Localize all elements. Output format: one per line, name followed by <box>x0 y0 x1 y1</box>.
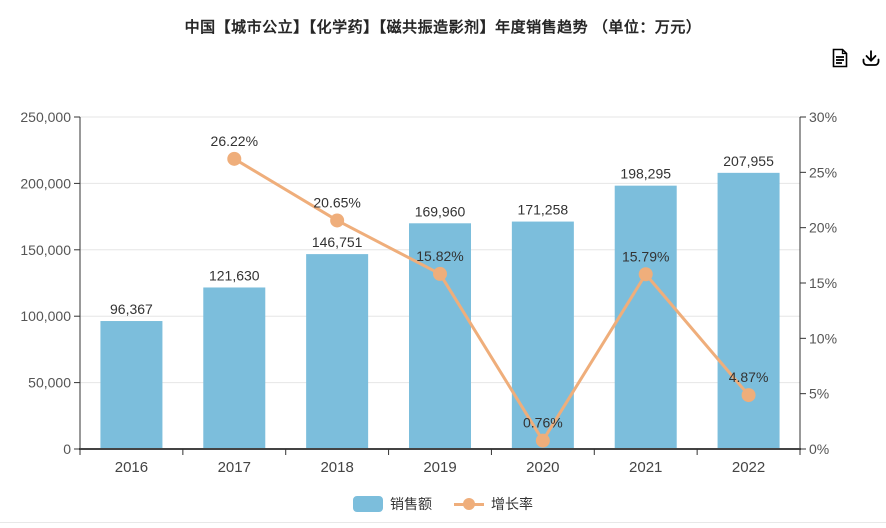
bar-value-label-2020: 171,258 <box>518 202 569 218</box>
download-icon-glyph <box>862 50 880 66</box>
download-icon[interactable] <box>860 46 882 70</box>
report-icon-glyph <box>832 48 848 68</box>
bar-series-swatch <box>353 496 383 512</box>
left-axis-label: 200,000 <box>20 175 71 191</box>
growth-point-2020[interactable] <box>535 433 550 448</box>
x-axis-label-2020: 2020 <box>526 459 559 476</box>
bottom-separator <box>0 522 886 523</box>
header-toolbar <box>829 46 882 70</box>
legend-item-growth[interactable]: 增长率 <box>454 494 533 514</box>
report-icon[interactable] <box>829 46 851 70</box>
bar-2018[interactable] <box>306 254 369 449</box>
growth-point-2019[interactable] <box>433 266 447 281</box>
left-axis-label: 250,000 <box>20 109 71 125</box>
bar-2022[interactable] <box>717 172 780 449</box>
right-axis-label: 15% <box>809 275 837 291</box>
bar-value-label-2017: 121,630 <box>209 267 260 283</box>
x-axis-label-2016: 2016 <box>115 459 148 476</box>
growth-label-2017: 26.22% <box>211 133 258 149</box>
x-axis-label-2017: 2017 <box>218 459 251 476</box>
bar-value-label-2019: 169,960 <box>415 203 466 219</box>
bar-2020[interactable] <box>511 221 574 449</box>
bar-value-label-2016: 96,367 <box>110 301 153 317</box>
bar-2016[interactable] <box>100 321 163 449</box>
line-swatch-dot <box>463 498 475 510</box>
growth-point-2022[interactable] <box>741 388 756 403</box>
growth-label-2022: 4.87% <box>729 369 769 385</box>
legend-label-sales: 销售额 <box>390 496 432 512</box>
bar-2019[interactable] <box>409 223 471 449</box>
chart-legend: 销售额 增长率 <box>0 494 886 514</box>
x-axis-label-2021: 2021 <box>629 459 662 476</box>
bar-2021[interactable] <box>614 185 677 449</box>
growth-line <box>233 157 750 443</box>
left-axis-label: 50,000 <box>28 375 71 391</box>
x-axis-label-2018: 2018 <box>320 459 353 476</box>
left-axis-label: 100,000 <box>20 308 71 324</box>
right-axis-label: 20% <box>809 220 837 236</box>
right-axis-label: 10% <box>809 330 837 346</box>
line-series-swatch <box>454 496 484 512</box>
growth-point-2018[interactable] <box>330 213 345 228</box>
left-axis-label: 150,000 <box>20 242 71 258</box>
growth-label-2020: 0.76% <box>523 415 563 431</box>
right-axis-label: 25% <box>809 164 837 180</box>
right-axis-label: 30% <box>809 109 837 125</box>
chart-title: 中国【城市公立】【化学药】【磁共振造影剂】年度销售趋势 （单位：万元） <box>184 19 702 36</box>
legend-item-sales[interactable]: 销售额 <box>353 494 432 514</box>
growth-point-2017[interactable] <box>227 151 242 166</box>
growth-label-2018: 20.65% <box>313 194 360 210</box>
left-axis-label: 0 <box>63 441 71 457</box>
right-axis-label: 5% <box>809 386 829 402</box>
x-axis-label-2022: 2022 <box>732 459 765 476</box>
x-axis-label-2019: 2019 <box>423 459 456 476</box>
bar-value-label-2022: 207,955 <box>723 153 774 169</box>
bar-value-label-2018: 146,751 <box>312 234 363 250</box>
bar-2017[interactable] <box>203 287 266 449</box>
legend-label-growth: 增长率 <box>491 496 533 512</box>
growth-point-2021[interactable] <box>638 267 653 282</box>
right-axis-label: 0% <box>809 441 829 457</box>
growth-label-2019: 15.82% <box>416 248 463 264</box>
growth-label-2021: 15.79% <box>622 248 669 264</box>
bar-value-label-2021: 198,295 <box>620 166 671 182</box>
